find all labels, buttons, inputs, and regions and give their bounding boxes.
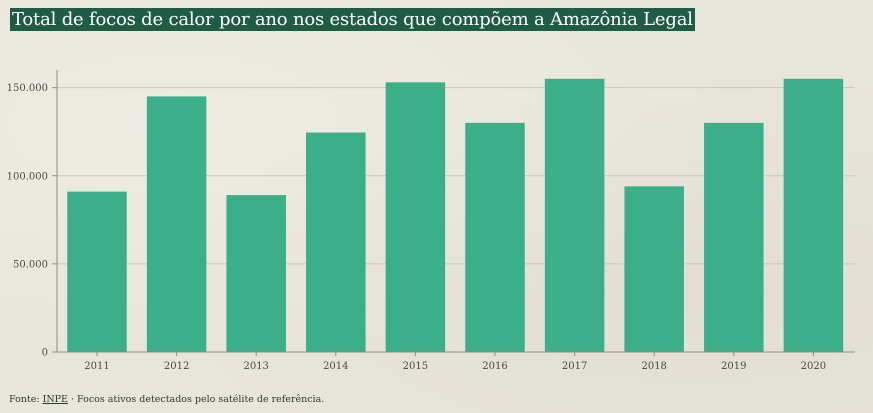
x-tick-label: 2020 (801, 361, 826, 372)
x-tick-label: 2019 (721, 361, 746, 372)
bar (544, 78, 605, 352)
x-tick-label: 2015 (403, 361, 428, 372)
bar (783, 78, 844, 352)
bars (67, 78, 844, 353)
x-tick-label: 2017 (562, 361, 587, 372)
bar (306, 132, 366, 352)
footer-prefix: Fonte: (9, 394, 43, 405)
y-tick-label: 50.000 (13, 259, 48, 270)
source-link[interactable]: INPE (42, 394, 68, 405)
x-tick-label: 2014 (323, 361, 348, 372)
x-tick-label: 2011 (84, 361, 109, 372)
bar (624, 186, 684, 352)
x-tick-label: 2013 (243, 361, 268, 372)
axes: 0 50.000 100.000 150.000 2011 2012 2013 2014 201… (7, 70, 855, 372)
footer-note: · Focos ativos detectados pelo satélite … (67, 394, 325, 405)
bar (146, 96, 207, 352)
x-tick-label: 2018 (641, 361, 666, 372)
x-tick-label: 2016 (482, 361, 507, 372)
bar (704, 122, 764, 352)
y-tick-label: 100.000 (7, 171, 48, 182)
x-tick-label: 2012 (164, 361, 189, 372)
y-tick-label: 150.000 (7, 83, 48, 94)
bar (465, 122, 525, 352)
source-footer: Fonte: INPE · Focos ativos detectados pe… (9, 394, 324, 405)
bar (385, 82, 446, 353)
bar (67, 191, 127, 352)
y-tick-label: 0 (42, 348, 48, 359)
chart-title: Total de focos de calor por ano nos esta… (10, 8, 695, 31)
bar (226, 195, 286, 352)
